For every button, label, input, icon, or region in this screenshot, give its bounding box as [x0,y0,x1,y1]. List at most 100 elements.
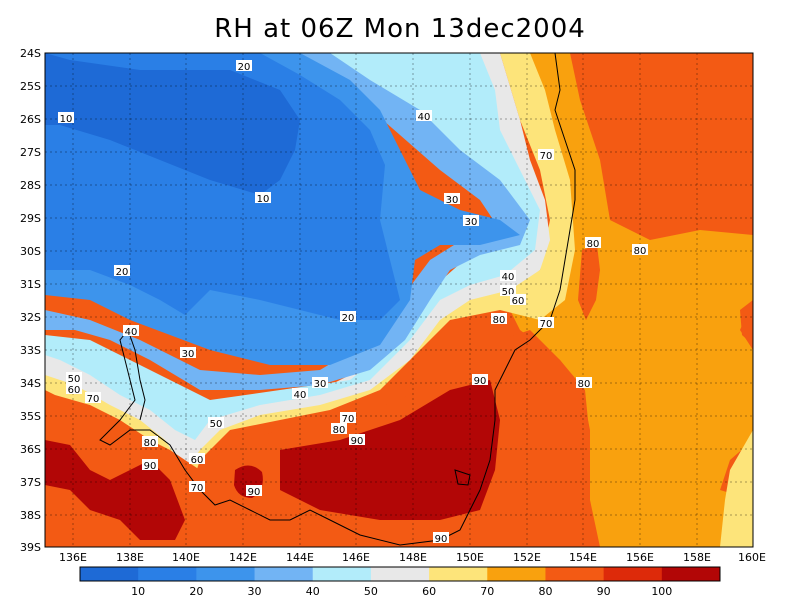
colorbar-segment [661,567,721,581]
contour-label: 50 [502,287,515,298]
contour-label: 80 [493,315,506,326]
contour-label-bg [491,313,507,324]
contour-label: 80 [587,239,600,250]
contour-label: 80 [333,425,346,436]
lat-label: 36S [20,443,41,456]
contour-label: 60 [512,296,525,307]
contour-label-bg [189,481,205,492]
contour-label: 30 [446,195,459,206]
lat-label: 31S [20,278,41,291]
colorbar-segment [254,567,314,581]
contour-label-bg [85,392,101,403]
contour-label: 50 [68,374,81,385]
coastline [99,52,576,546]
contour-label-bg [433,532,449,543]
fill-band-70-se [720,430,753,547]
contour-label-bg [236,60,252,71]
contour-label: 90 [474,376,487,387]
colorbar-label: 10 [131,585,145,598]
contour-label-bg [246,485,262,496]
fill-band-90-right [740,300,753,345]
colorbar-frame [79,566,721,582]
contour-label: 70 [87,394,100,405]
contour-label: 20 [116,267,129,278]
contour-label: 70 [540,319,553,330]
contour-label-bg [255,192,271,203]
contour-label-bg [114,265,130,276]
lon-label: 144E [286,551,314,564]
colorbar-label: 40 [306,585,320,598]
contour-label: 20 [342,313,355,324]
contour-label-bg [142,436,158,447]
contour-label-bg [632,244,648,255]
contour-label: 90 [351,436,364,447]
fill-band-10 [45,53,300,195]
lat-label: 38S [20,509,41,522]
contour-label-bg [349,434,365,445]
plot-frame [44,52,754,548]
contour-label-bg [463,215,479,226]
contour-label-bg [292,388,308,399]
fill-band-40 [45,53,530,390]
contour-label: 80 [578,379,591,390]
lat-label: 34S [20,377,41,390]
lon-label: 138E [116,551,144,564]
contour-label: 90 [435,534,448,545]
contour-label-bg [123,325,139,336]
contour-label: 10 [60,114,73,125]
contour-label-bg [208,417,224,428]
contour-label: 30 [465,217,478,228]
contour-label-bg [500,270,516,281]
colorbar-label: 60 [422,585,436,598]
colorbar-segment [603,567,663,581]
contour-label-bg [180,347,196,358]
contour-label-bg [189,453,205,464]
contour-label: 70 [342,414,355,425]
lon-label: 154E [569,551,597,564]
lat-label: 24S [20,47,41,60]
lat-label: 29S [20,212,41,225]
colorbar-segment [80,567,139,581]
colorbar-label: 100 [651,585,672,598]
colorbar-label: 70 [480,585,494,598]
contour-label-bg [416,110,432,121]
contour-label-bg [58,112,74,123]
fill-band-90-east [578,245,600,320]
contour-label: 40 [294,390,307,401]
lat-label: 39S [20,541,41,554]
contour-label: 40 [418,112,431,123]
contour-label: 30 [182,349,195,360]
contour-fill [45,53,753,547]
colorbar-label: 90 [597,585,611,598]
lat-label: 26S [20,113,41,126]
lon-label: 140E [172,551,200,564]
colorbar-segment [196,567,256,581]
contour-label: 40 [125,327,138,338]
lat-label: 27S [20,146,41,159]
lon-label: 136E [59,551,87,564]
contour-label-bg [66,372,82,383]
lon-label: 148E [399,551,427,564]
contour-label-bg [472,374,488,385]
contour-label-bg [142,459,158,470]
fill-band-100-south [280,380,500,520]
longitude-axis: 136E 138E 140E 142E 144E 146E 148E 150E … [59,551,766,564]
lon-label: 146E [342,551,370,564]
contour-label-bg [538,149,554,160]
contour-label: 50 [210,419,223,430]
contour-label-bg [500,285,516,296]
lat-label: 28S [20,179,41,192]
contour-label: 10 [257,194,270,205]
contour-label: 70 [540,151,553,162]
colorbar-segment [429,567,488,581]
contour-label: 80 [634,246,647,257]
colorbar-segment [487,567,546,581]
contour-label-bg [312,377,328,388]
lat-label: 37S [20,476,41,489]
fill-band-80 [510,53,753,547]
contour-label: 90 [144,461,157,472]
colorbar-segment [370,567,430,581]
colorbar-label: 20 [189,585,203,598]
lat-label: 30S [20,245,41,258]
